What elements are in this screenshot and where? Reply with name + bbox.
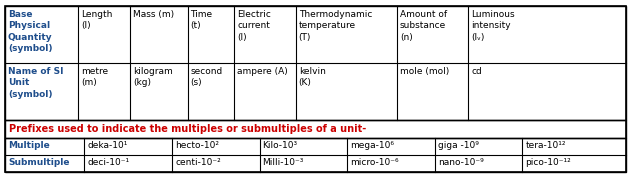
Text: ampere (A): ampere (A) (237, 67, 288, 76)
Text: Time
(t): Time (t) (191, 10, 213, 30)
Text: Submultiple: Submultiple (8, 158, 69, 167)
Bar (5, 6, 626, 172)
Text: Name of SI
Unit
(symbol): Name of SI Unit (symbol) (8, 67, 64, 99)
Text: nano-10⁻⁹: nano-10⁻⁹ (438, 158, 483, 167)
Text: Mass (m): Mass (m) (133, 10, 174, 19)
Bar (5, 120, 626, 138)
Text: Electric
current
(I): Electric current (I) (237, 10, 271, 42)
Text: Milli-10⁻³: Milli-10⁻³ (262, 158, 304, 167)
Text: Thermodynamic
temperature
(T): Thermodynamic temperature (T) (298, 10, 372, 42)
Bar (5, 138, 626, 172)
Text: Base
Physical
Quantity
(symbol): Base Physical Quantity (symbol) (8, 10, 52, 53)
Text: kelvin
(K): kelvin (K) (298, 67, 326, 87)
Text: mega-10⁶: mega-10⁶ (350, 141, 394, 150)
Text: kilogram
(kg): kilogram (kg) (133, 67, 172, 87)
Text: giga -10⁹: giga -10⁹ (438, 141, 478, 150)
Bar (5, 6, 626, 120)
Text: micro-10⁻⁶: micro-10⁻⁶ (350, 158, 399, 167)
Text: deka-10¹: deka-10¹ (88, 141, 128, 150)
Text: hecto-10²: hecto-10² (175, 141, 219, 150)
Text: second
(s): second (s) (191, 67, 223, 87)
Text: Length
(l): Length (l) (81, 10, 113, 30)
Text: tera-10¹²: tera-10¹² (525, 141, 566, 150)
Text: Prefixes used to indicate the multiples or submultiples of a unit-: Prefixes used to indicate the multiples … (9, 124, 366, 134)
Text: Multiple: Multiple (8, 141, 50, 150)
Text: cd: cd (471, 67, 482, 76)
Text: pico-10⁻¹²: pico-10⁻¹² (525, 158, 571, 167)
Text: Amount of
substance
(n): Amount of substance (n) (400, 10, 447, 42)
Text: Luminous
intensity
(Iᵥ): Luminous intensity (Iᵥ) (471, 10, 515, 42)
Text: mole (mol): mole (mol) (400, 67, 449, 76)
Text: centi-10⁻²: centi-10⁻² (175, 158, 221, 167)
Text: metre
(m): metre (m) (81, 67, 109, 87)
Text: Kilo-10³: Kilo-10³ (262, 141, 298, 150)
Text: deci-10⁻¹: deci-10⁻¹ (88, 158, 129, 167)
